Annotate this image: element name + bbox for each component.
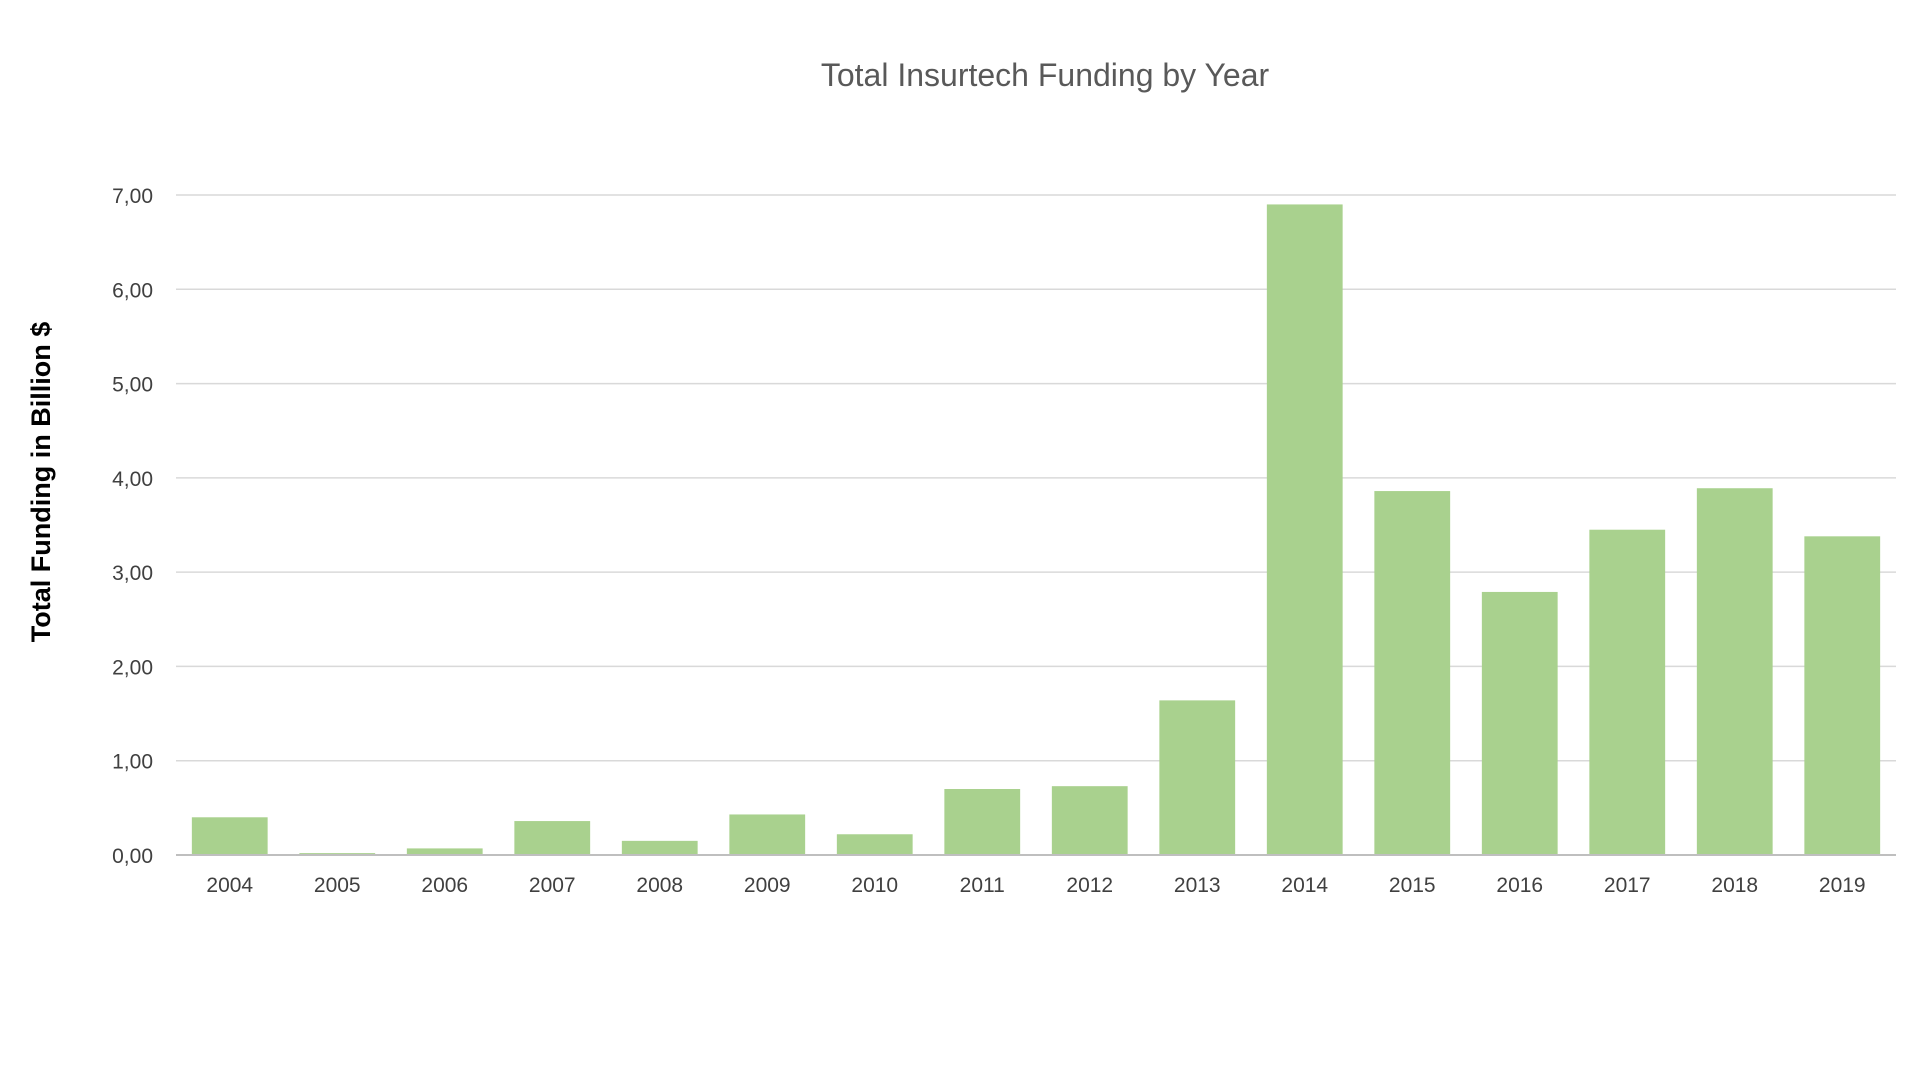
bar-2015 bbox=[1374, 491, 1451, 855]
y-tick-label: 3,00 bbox=[112, 562, 153, 585]
bar-2008 bbox=[621, 840, 698, 855]
bar-2013 bbox=[1159, 700, 1236, 855]
y-axis-title: Total Funding in Billion $ bbox=[26, 322, 56, 642]
x-tick-label: 2014 bbox=[1281, 874, 1328, 897]
y-tick-label: 7,00 bbox=[112, 185, 153, 208]
y-tick-label: 4,00 bbox=[112, 468, 153, 491]
bar-2011 bbox=[944, 789, 1021, 855]
bars bbox=[191, 204, 1881, 855]
x-tick-label: 2004 bbox=[206, 874, 253, 897]
x-tick-label: 2018 bbox=[1711, 874, 1758, 897]
y-tick-label: 5,00 bbox=[112, 374, 153, 397]
bar-2006 bbox=[406, 848, 483, 855]
x-tick-label: 2019 bbox=[1819, 874, 1866, 897]
y-tick-label: 6,00 bbox=[112, 279, 153, 302]
bar-2010 bbox=[836, 834, 913, 855]
x-tick-label: 2007 bbox=[529, 874, 576, 897]
x-tick-label: 2009 bbox=[744, 874, 791, 897]
x-tick-label: 2013 bbox=[1174, 874, 1221, 897]
y-tick-label: 0,00 bbox=[112, 845, 153, 868]
x-tick-label: 2017 bbox=[1604, 874, 1651, 897]
bar-2017 bbox=[1589, 529, 1666, 855]
x-tick-label: 2006 bbox=[421, 874, 468, 897]
bar-2012 bbox=[1051, 786, 1128, 855]
x-tick-label: 2010 bbox=[851, 874, 898, 897]
x-tick-label: 2005 bbox=[314, 874, 361, 897]
bar-2009 bbox=[729, 814, 806, 855]
x-tick-label: 2008 bbox=[636, 874, 683, 897]
y-axis-tick-labels: 0,00 1,00 2,00 3,00 4,00 5,00 6,00 7,00 bbox=[112, 185, 153, 868]
bar-2018 bbox=[1696, 488, 1773, 855]
bar-2007 bbox=[514, 821, 591, 855]
x-tick-label: 2012 bbox=[1066, 874, 1113, 897]
y-tick-label: 2,00 bbox=[112, 656, 153, 679]
bar-2019 bbox=[1804, 536, 1881, 855]
gridlines bbox=[176, 194, 1896, 762]
bar-2016 bbox=[1481, 591, 1558, 855]
chart-title: Total Insurtech Funding by Year bbox=[821, 57, 1270, 93]
x-tick-label: 2015 bbox=[1389, 874, 1436, 897]
bar-2014 bbox=[1266, 204, 1343, 855]
x-axis-tick-labels: 2004 2005 2006 2007 2008 2009 2010 2011 2012 2013… bbox=[206, 874, 1865, 897]
y-tick-label: 1,00 bbox=[112, 751, 153, 774]
x-tick-label: 2016 bbox=[1496, 874, 1543, 897]
bar-2004 bbox=[191, 817, 268, 855]
x-tick-label: 2011 bbox=[960, 874, 1005, 897]
